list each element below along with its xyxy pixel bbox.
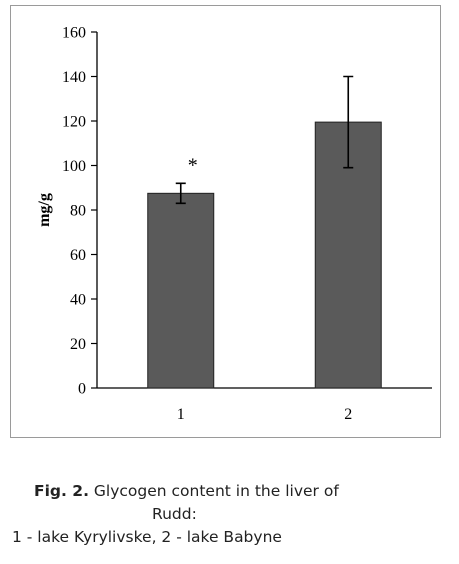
caption-line-2: Rudd:: [152, 505, 197, 523]
bars: *: [147, 75, 382, 389]
bar-chart: * 0 20 40 60 80 100 120 140 160 1 2 mg/g: [36, 25, 432, 424]
caption-line-3: 1 - lake Kyrylivske, 2 - lake Babyne: [12, 528, 282, 546]
y-tick-label: 60: [70, 247, 86, 264]
y-tick-label: 120: [62, 114, 86, 131]
caption-title: Glycogen content in the liver of: [88, 482, 339, 500]
tick-labels: 0 20 40 60 80 100 120 140 160 1 2: [62, 25, 352, 424]
x-tick-label: 1: [177, 406, 185, 423]
y-axis-label: mg/g: [36, 193, 53, 227]
error-bar-2: [343, 75, 354, 169]
y-tick-label: 100: [62, 158, 86, 175]
bar-2: [314, 121, 382, 389]
y-tick-label: 20: [70, 336, 86, 353]
caption-figure-label: Fig. 2.: [34, 482, 89, 500]
x-tick-label: 2: [344, 406, 352, 423]
y-tick-label: 140: [62, 69, 86, 86]
bar-1: [147, 192, 215, 389]
y-tick-label: 160: [62, 25, 86, 42]
error-bar-1: [175, 182, 186, 205]
significance-asterisk: *: [188, 154, 198, 176]
y-tick-label: 0: [78, 381, 86, 398]
caption-line-1: Fig. 2. Glycogen content in the liver of: [34, 480, 339, 502]
y-tick-label: 40: [70, 292, 86, 309]
y-tick-label: 80: [70, 203, 86, 220]
